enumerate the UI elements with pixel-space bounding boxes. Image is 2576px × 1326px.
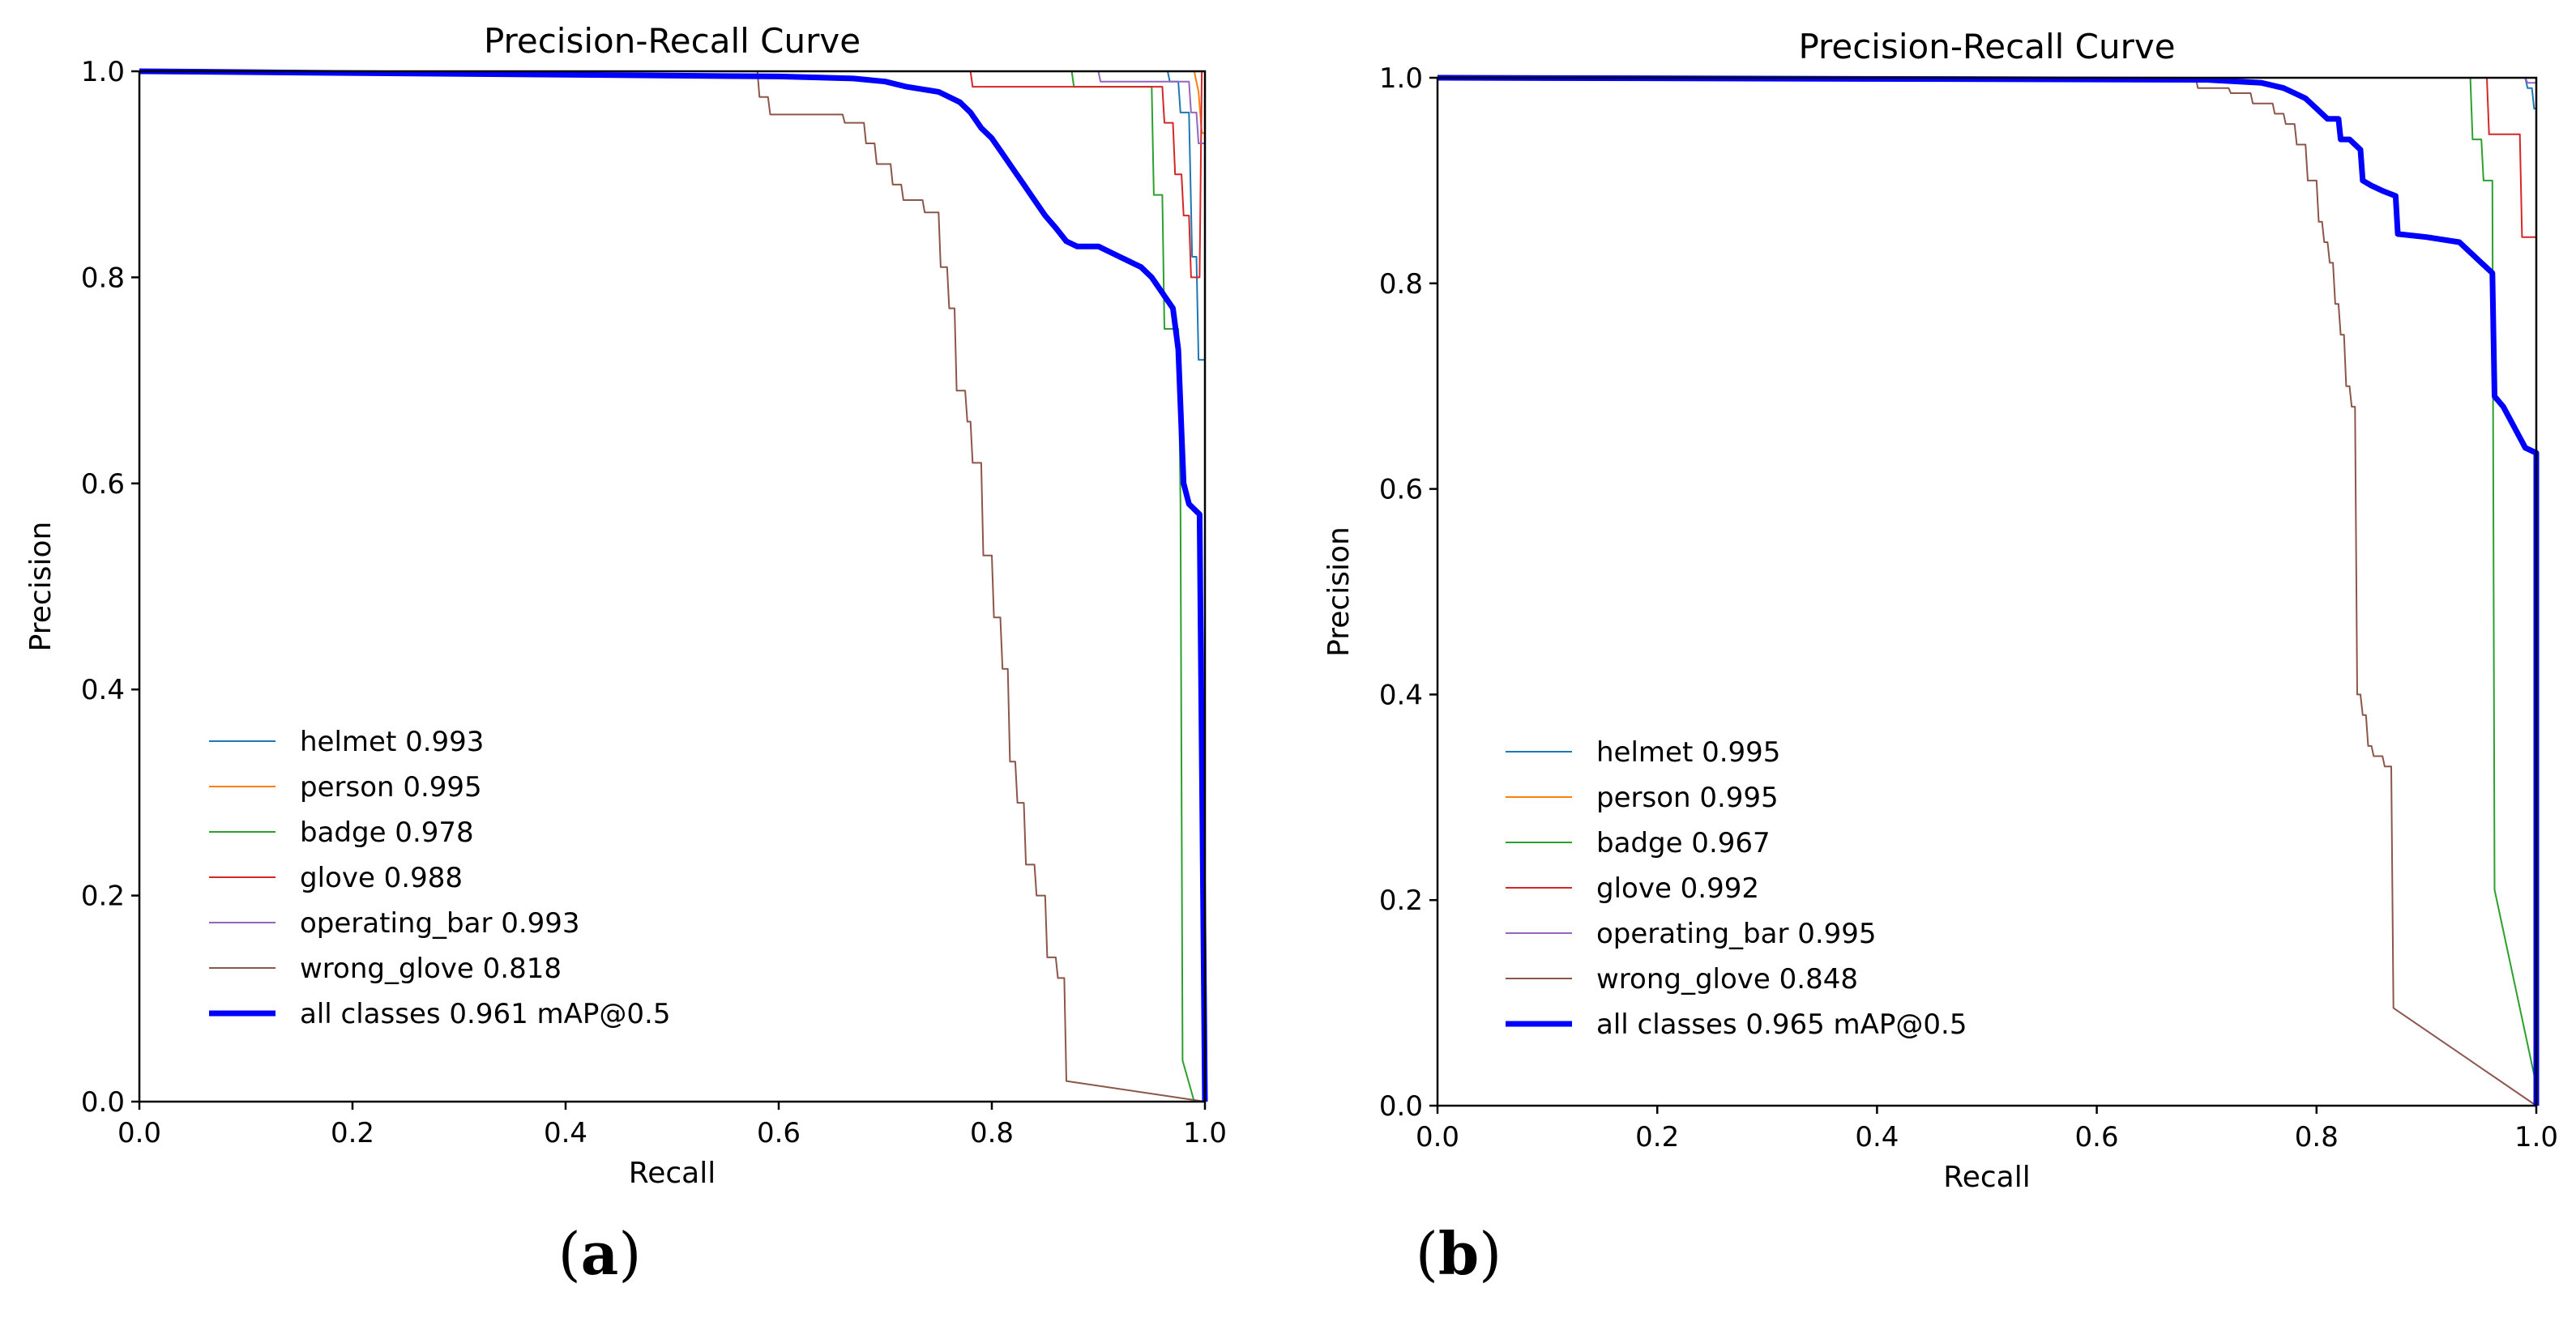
series-line-wrong-glove <box>139 70 1206 1102</box>
y-tick-label: 0.2 <box>1379 885 1423 917</box>
legend-label-glove: glove 0.992 <box>1596 872 1759 905</box>
legend-label-all-classes: all classes 0.961 mAP@0.5 <box>300 998 670 1030</box>
y-tick-label: 0.4 <box>1379 679 1423 711</box>
x-tick-label: 0.6 <box>757 1117 801 1149</box>
series-line-wrong-glove <box>1438 77 2537 1106</box>
series-line-helmet <box>1438 77 2537 1106</box>
caption-b: (b) <box>1378 1219 1540 1288</box>
plot-frame <box>1436 76 2538 1107</box>
legend-label-operating-bar: operating_bar 0.993 <box>300 907 580 940</box>
series-line-all-classes <box>139 68 1208 1102</box>
y-tick-label: 1.0 <box>1379 62 1423 95</box>
y-tick-label: 0.8 <box>1379 268 1423 301</box>
caption-a: (a) <box>519 1219 681 1288</box>
caption-b-open: ( <box>1415 1220 1438 1288</box>
caption-a-letter: a <box>580 1219 619 1288</box>
caption-b-close: ) <box>1479 1220 1502 1288</box>
chart-panel-b: Precision-Recall Curve 0.0 0.2 0.4 0.6 0.8 1.0… <box>1288 0 2576 1326</box>
chart-panel-a: Precision-Recall Curve 0.0 0.2 0.4 0.6 0.8 1.0… <box>24 21 1227 1190</box>
legend-label-badge: badge 0.978 <box>300 816 474 849</box>
series-line-glove <box>1438 77 2537 1106</box>
series-line-badge <box>1438 77 2537 1085</box>
series-line-person <box>1438 77 2537 1106</box>
legend-label-wrong-glove: wrong_glove 0.848 <box>1596 963 1858 996</box>
series-line-all-classes <box>1437 75 2540 1106</box>
x-tick-label: 0.0 <box>1416 1121 1459 1153</box>
y-axis-label: Precision <box>1322 527 1356 657</box>
legend-label-all-classes: all classes 0.965 mAP@0.5 <box>1596 1008 1967 1041</box>
y-tick-label: 0.4 <box>81 674 125 706</box>
y-tick-label: 0.0 <box>81 1086 125 1119</box>
x-tick-label: 0.8 <box>970 1117 1014 1149</box>
caption-a-open: ( <box>557 1220 581 1288</box>
series-line-person <box>139 70 1206 1102</box>
y-tick-label: 0.2 <box>81 880 125 913</box>
x-tick-label: 1.0 <box>2514 1121 2558 1153</box>
y-axis-label: Precision <box>24 522 58 652</box>
legend-label-wrong-glove: wrong_glove 0.818 <box>300 953 562 985</box>
y-tick-label: 0.6 <box>1379 474 1423 506</box>
chart-title: Precision-Recall Curve <box>1798 27 2175 66</box>
x-tick-label: 0.8 <box>2295 1121 2339 1153</box>
y-tick-label: 1.0 <box>81 56 125 88</box>
y-tick-label: 0.8 <box>81 262 125 294</box>
legend-label-person: person 0.995 <box>300 771 482 804</box>
caption-b-letter: b <box>1438 1219 1480 1288</box>
series-line-operating-bar <box>1438 77 2537 1106</box>
legend-label-glove: glove 0.988 <box>300 862 463 894</box>
x-axis-label: Recall <box>1943 1161 2030 1194</box>
legend-label-badge: badge 0.967 <box>1596 827 1771 859</box>
series-line-operating-bar <box>139 70 1206 1102</box>
series-group <box>1437 75 2540 1106</box>
legend-label-operating-bar: operating_bar 0.995 <box>1596 918 1877 950</box>
legend-label-person: person 0.995 <box>1596 782 1779 814</box>
x-tick-label: 0.4 <box>1855 1121 1899 1153</box>
x-tick-label: 1.0 <box>1183 1117 1227 1149</box>
x-axis-label: Recall <box>629 1157 716 1190</box>
x-tick-label: 0.2 <box>331 1117 374 1149</box>
pr-chart-b: Precision-Recall Curve 0.0 0.2 0.4 0.6 0.8 1.0… <box>1322 27 2558 1194</box>
caption-a-close: ) <box>618 1220 642 1288</box>
y-tick-label: 0.0 <box>1379 1090 1423 1123</box>
series-line-glove <box>139 70 1206 1102</box>
y-tick-label: 0.6 <box>81 468 125 501</box>
series-group <box>139 68 1208 1102</box>
x-tick-label: 0.2 <box>1635 1121 1679 1153</box>
x-tick-label: 0.6 <box>2075 1121 2119 1153</box>
series-line-badge <box>139 70 1195 1102</box>
chart-title: Precision-Recall Curve <box>484 21 861 61</box>
series-line-helmet <box>139 70 1205 361</box>
x-tick-label: 0.4 <box>544 1117 587 1149</box>
x-tick-label: 0.0 <box>117 1117 161 1149</box>
pr-chart-a: Precision-Recall Curve 0.0 0.2 0.4 0.6 0.8 1.0… <box>24 21 1227 1190</box>
plot-frame <box>138 70 1207 1103</box>
legend-label-helmet: helmet 0.995 <box>1596 736 1780 769</box>
legend-label-helmet: helmet 0.993 <box>300 726 484 758</box>
